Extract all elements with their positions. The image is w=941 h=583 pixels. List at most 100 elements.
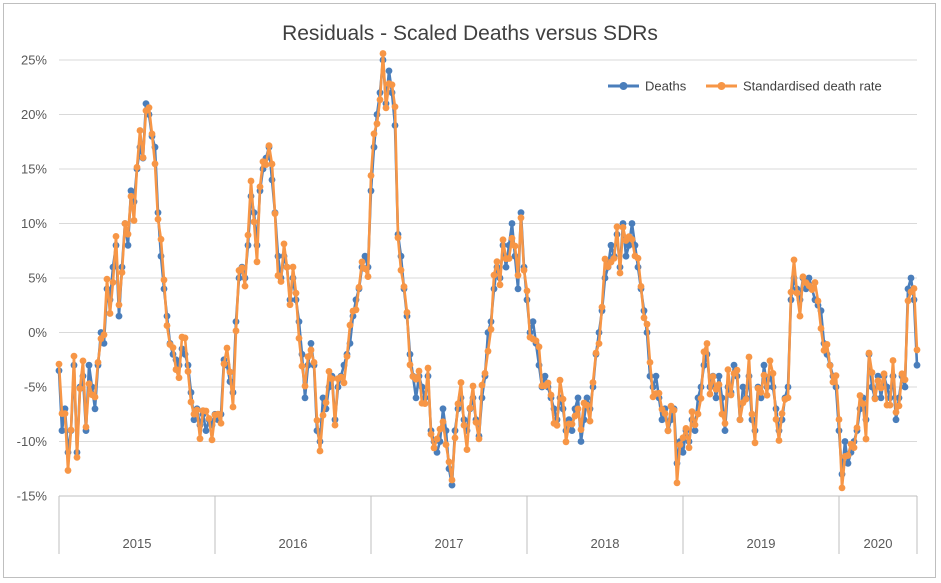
data-point-standardised-death-rate	[271, 210, 279, 217]
data-point-standardised-death-rate	[862, 435, 870, 443]
data-point-standardised-death-rate	[310, 359, 318, 366]
data-point-standardised-death-rate	[103, 275, 111, 283]
data-point-standardised-death-rate	[139, 154, 147, 161]
data-point-standardised-death-rate	[598, 303, 606, 311]
legend-marker-deaths	[619, 82, 628, 90]
y-tick-label: 25%	[21, 53, 47, 68]
data-point-standardised-death-rate	[661, 410, 669, 417]
data-point-standardised-death-rate	[127, 192, 135, 200]
data-point-standardised-death-rate	[832, 372, 840, 380]
data-point-deaths	[127, 187, 135, 195]
data-point-deaths	[691, 427, 699, 434]
y-tick-label: -10%	[17, 434, 48, 449]
data-point-standardised-death-rate	[154, 215, 162, 223]
data-point-standardised-death-rate	[586, 417, 594, 425]
data-point-standardised-death-rate	[358, 258, 366, 266]
chart-frame: Residuals - Scaled Deaths versus SDRs 25…	[3, 3, 936, 578]
data-point-deaths	[658, 416, 666, 424]
data-point-standardised-death-rate	[67, 426, 75, 434]
data-point-standardised-death-rate	[274, 272, 282, 279]
data-point-deaths	[307, 340, 315, 347]
data-point-standardised-death-rate	[787, 288, 795, 296]
data-point-standardised-death-rate	[175, 374, 183, 382]
data-point-standardised-death-rate	[454, 400, 462, 408]
data-point-standardised-death-rate	[490, 271, 498, 279]
data-point-standardised-death-rate	[277, 278, 285, 285]
data-point-standardised-death-rate	[904, 297, 912, 305]
data-point-standardised-death-rate	[670, 406, 678, 414]
legend-item-standardised-death-rate: Standardised death rate	[706, 79, 882, 94]
data-point-deaths	[577, 438, 585, 445]
data-point-deaths	[115, 312, 123, 320]
data-point-deaths	[721, 427, 729, 434]
data-point-deaths	[892, 416, 900, 424]
data-point-standardised-death-rate	[640, 314, 648, 322]
data-point-standardised-death-rate	[553, 421, 561, 429]
data-point-standardised-death-rate	[118, 269, 126, 276]
data-point-standardised-death-rate	[148, 130, 156, 138]
data-point-deaths	[622, 252, 630, 260]
data-point-standardised-death-rate	[145, 104, 153, 112]
data-point-standardised-death-rate	[898, 370, 906, 378]
data-point-standardised-death-rate	[676, 441, 684, 449]
data-point-standardised-death-rate	[304, 353, 312, 361]
data-point-standardised-death-rate	[466, 404, 474, 412]
data-point-standardised-death-rate	[799, 273, 807, 281]
data-point-standardised-death-rate	[115, 301, 123, 309]
data-point-deaths	[412, 394, 420, 402]
data-point-standardised-death-rate	[562, 438, 570, 446]
data-point-standardised-death-rate	[253, 258, 261, 266]
data-point-standardised-death-rate	[367, 172, 375, 179]
data-point-standardised-death-rate	[109, 278, 117, 286]
data-point-standardised-death-rate	[484, 347, 492, 355]
data-point-standardised-death-rate	[619, 223, 627, 231]
data-point-standardised-death-rate	[346, 321, 354, 329]
data-point-standardised-death-rate	[313, 416, 321, 424]
data-point-standardised-death-rate	[745, 353, 753, 361]
data-point-standardised-death-rate	[442, 441, 450, 448]
data-point-deaths	[760, 361, 768, 369]
data-point-standardised-death-rate	[73, 454, 81, 461]
data-point-standardised-death-rate	[766, 357, 774, 365]
data-point-standardised-death-rate	[751, 439, 759, 447]
legend-item-deaths: Deaths	[608, 79, 687, 94]
data-point-standardised-death-rate	[460, 421, 468, 429]
data-point-deaths	[913, 361, 921, 369]
data-point-standardised-death-rate	[160, 276, 168, 284]
data-point-standardised-death-rate	[838, 484, 846, 492]
data-point-deaths	[514, 285, 522, 293]
data-point-standardised-death-rate	[835, 416, 843, 423]
data-point-standardised-death-rate	[451, 434, 459, 442]
data-point-standardised-death-rate	[790, 256, 798, 264]
data-point-standardised-death-rate	[70, 352, 78, 360]
data-point-standardised-death-rate	[196, 435, 204, 443]
data-point-standardised-death-rate	[877, 384, 885, 392]
data-point-standardised-death-rate	[487, 325, 495, 333]
data-point-standardised-death-rate	[439, 418, 447, 426]
data-point-standardised-death-rate	[136, 127, 144, 134]
data-point-standardised-death-rate	[82, 423, 90, 431]
data-point-standardised-death-rate	[238, 264, 246, 272]
data-point-standardised-death-rate	[784, 394, 792, 402]
data-point-standardised-death-rate	[679, 434, 687, 442]
data-point-standardised-death-rate	[64, 467, 72, 474]
data-point-deaths	[58, 427, 66, 434]
data-point-deaths	[607, 241, 615, 249]
data-point-deaths	[517, 209, 525, 217]
data-point-standardised-death-rate	[535, 343, 543, 351]
series-layer	[55, 50, 921, 492]
data-point-standardised-death-rate	[727, 391, 735, 399]
data-point-standardised-death-rate	[433, 435, 441, 443]
data-point-standardised-death-rate	[694, 410, 702, 418]
data-point-standardised-death-rate	[682, 425, 690, 432]
data-point-deaths	[385, 67, 393, 75]
data-point-standardised-death-rate	[556, 376, 564, 384]
data-point-standardised-death-rate	[322, 399, 330, 406]
data-point-standardised-death-rate	[856, 392, 864, 399]
data-point-standardised-death-rate	[394, 234, 402, 242]
data-point-standardised-death-rate	[157, 235, 165, 243]
data-point-standardised-death-rate	[577, 426, 585, 433]
data-point-standardised-death-rate	[616, 269, 624, 277]
data-point-standardised-death-rate	[268, 160, 276, 168]
data-point-deaths	[301, 394, 309, 402]
